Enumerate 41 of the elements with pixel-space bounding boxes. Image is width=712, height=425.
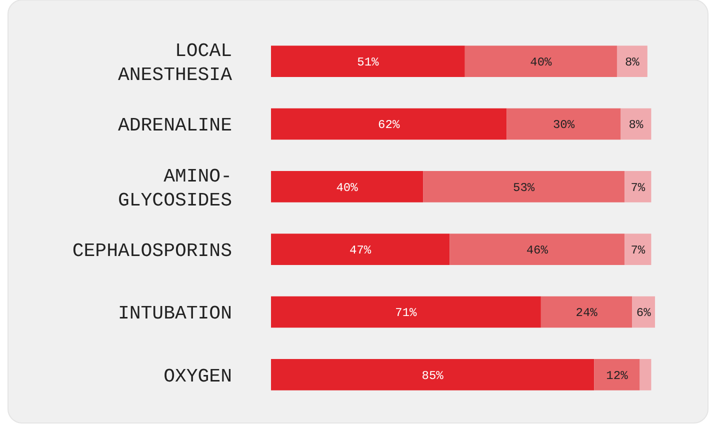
y-tick-label: AMINO-GLYCOSIDES [118, 165, 232, 212]
bar [540, 296, 632, 328]
data-label: 51% [357, 56, 380, 70]
y-tick-label: INTUBATION [118, 302, 232, 325]
bar [271, 359, 594, 390]
data-label: 62% [378, 118, 400, 132]
bar [624, 234, 652, 265]
bar [271, 108, 507, 140]
data-label: 7% [630, 244, 646, 258]
data-label: 71% [395, 306, 418, 320]
y-tick-label: CEPHALOSPORINS [72, 240, 232, 262]
data-label: 24% [576, 306, 598, 320]
data-label: 47% [350, 244, 372, 258]
data-label: 8% [624, 56, 640, 70]
bar [506, 108, 621, 140]
bar [450, 234, 625, 265]
bar [271, 296, 541, 328]
bar [616, 46, 648, 77]
bar [594, 359, 640, 390]
y-tick-label: LOCAL ANESTHESIA [118, 40, 233, 86]
bar [423, 171, 625, 202]
bar [624, 171, 652, 202]
data-label: 6% [636, 306, 652, 320]
data-label: 8% [628, 118, 644, 132]
bar [271, 234, 450, 265]
data-label: 40% [336, 180, 359, 195]
data-label: 53% [513, 180, 536, 195]
bar [620, 108, 652, 140]
data-label: 30% [552, 118, 576, 132]
data-label: 85% [422, 368, 444, 383]
data-label: 7% [630, 180, 646, 195]
data-label: 40% [530, 56, 553, 70]
bar [640, 359, 652, 390]
bar [271, 171, 424, 202]
y-tick-label: OXYGEN [164, 365, 232, 388]
bar [271, 46, 465, 77]
bar [464, 46, 617, 77]
bar [632, 296, 655, 328]
data-label: 46% [526, 244, 549, 258]
data-label: 12% [606, 368, 629, 383]
y-tick-label: ADRENALINE [118, 114, 232, 137]
